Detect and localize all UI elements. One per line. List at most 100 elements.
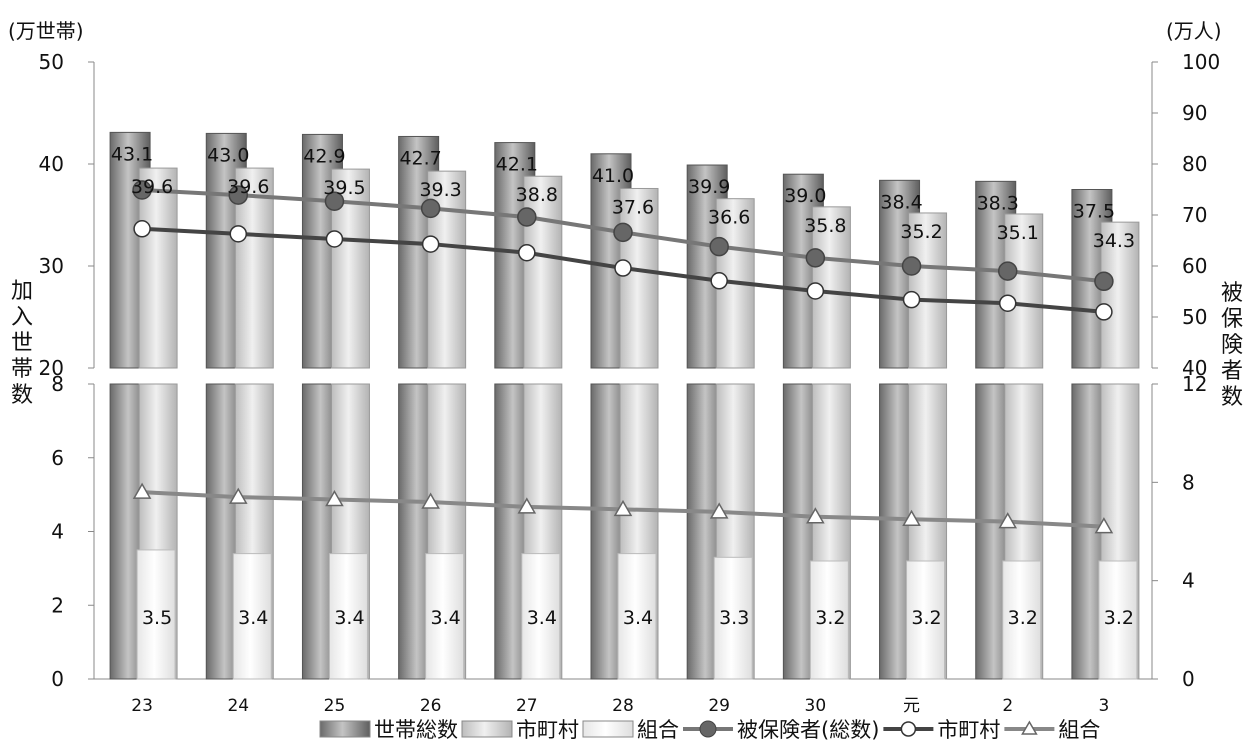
data-label-union: 3.4 [527,607,557,629]
data-label-total: 38.3 [977,192,1019,214]
data-label-total: 43.0 [207,144,249,166]
data-label-union: 3.2 [1008,607,1038,629]
data-label-union: 3.3 [719,607,749,629]
data-label-municipal: 35.2 [900,221,942,243]
bar-union [328,553,368,680]
legend-marker [699,720,717,738]
x-tick-label: 元 [903,696,920,716]
data-label-total: 43.1 [111,143,153,165]
left-tick-label: 8 [51,372,64,396]
bar-municipal [1004,213,1044,369]
legend-label: 世帯総数 [374,718,458,742]
legend-label: 市町村 [516,718,579,742]
data-label-municipal: 35.1 [997,222,1039,244]
data-label-municipal: 39.3 [419,179,461,201]
marker-filled-circle [997,261,1018,281]
right-tick-label: 90 [1182,101,1207,125]
data-label-union: 3.4 [623,607,653,629]
marker-open-triangle [806,507,825,524]
marker-open-triangle [709,502,729,519]
data-label-municipal: 39.5 [323,177,365,199]
right-tick-label: 4 [1182,569,1195,593]
data-label-total: 42.9 [303,145,345,167]
marker-open-circle [229,225,248,243]
lines [132,180,1114,534]
bar-union [713,556,753,680]
right-tick-label: 8 [1182,470,1195,494]
marker-open-circle [614,259,632,277]
marker-filled-circle [805,248,826,268]
legend-label: 組合 [1058,718,1100,742]
right-tick-label: 100 [1182,50,1220,74]
data-label-municipal: 37.6 [612,196,654,218]
x-tick-label: 24 [227,696,249,716]
bar-union [809,560,849,680]
marker-open-triangle [421,492,440,509]
marker-open-triangle [1094,517,1114,534]
right-tick-label: 80 [1182,152,1207,176]
marker-filled-circle [324,191,345,211]
data-label-total: 39.9 [688,176,730,198]
bar-union [136,549,176,680]
marker-open-circle [710,272,728,290]
marker-filled-circle [709,236,729,257]
legend-label: 組合 [637,718,679,742]
right-tick-label: 40 [1182,356,1207,380]
data-label-union: 3.2 [815,607,845,629]
data-label-union: 3.4 [238,607,268,629]
right-tick-label: 60 [1182,254,1207,278]
data-label-municipal: 38.8 [516,184,558,206]
right-tick-label: 50 [1182,305,1207,329]
right-tick-label: 0 [1182,667,1195,691]
left-tick-label: 6 [51,446,64,470]
data-label-total: 41.0 [592,165,634,187]
marker-open-circle [325,230,344,248]
marker-open-circle [518,243,536,262]
marker-open-circle [998,294,1017,312]
x-tick-label: 27 [516,696,538,716]
left-tick-label: 2 [51,593,64,617]
left-unit-label: (万世帯) [8,19,84,43]
marker-open-circle [421,235,440,253]
right-tick-label: 12 [1182,372,1207,396]
data-label-municipal: 34.3 [1093,230,1135,252]
legend-label: 市町村 [937,718,1000,742]
marker-open-triangle [325,490,344,507]
right-unit-label: (万人) [1166,19,1222,43]
bar-union [1098,560,1138,680]
marker-open-circle [806,282,825,300]
data-label-union: 3.2 [911,607,941,629]
x-tick-label: 30 [805,696,827,716]
left-tick-label: 0 [51,667,64,691]
right-tick-label: 70 [1182,203,1207,227]
data-label-union: 3.4 [431,607,461,629]
data-label-union: 3.2 [1104,607,1134,629]
x-tick-label: 25 [324,696,346,716]
legend-bar-swatch [319,720,371,738]
data-labels: 43.1 39.6 3.5 43.0 39.6 3.4 42.9 39.5 3.4 42.7 39.… [111,143,1135,629]
marker-open-triangle [613,499,633,517]
marker-filled-circle [1094,271,1114,292]
left-axis-title: 加入世帯数 [11,279,33,408]
bar-union [1002,560,1042,680]
marker-filled-circle [517,207,537,227]
bar-union [906,560,946,680]
bar-union [521,553,561,680]
marker-open-circle [1095,303,1113,321]
right-axis-title: 被保険者数 [1221,281,1243,410]
legend-marker [1021,720,1038,735]
bar-municipal [138,167,178,369]
left-tick-label: 40 [39,152,64,176]
marker-open-triangle [998,512,1018,529]
data-label-total: 42.1 [496,154,538,176]
data-label-total: 37.5 [1073,201,1115,223]
legend-label: 被保険者(総数) [737,718,879,742]
left-tick-label: 4 [51,520,64,544]
data-label-total: 42.7 [399,147,441,169]
marker-open-triangle [517,497,537,514]
marker-filled-circle [132,180,152,200]
marker-open-circle [902,290,921,309]
data-label-municipal: 39.6 [227,176,269,198]
left-tick-label: 30 [39,254,64,278]
bar-union [617,553,657,680]
